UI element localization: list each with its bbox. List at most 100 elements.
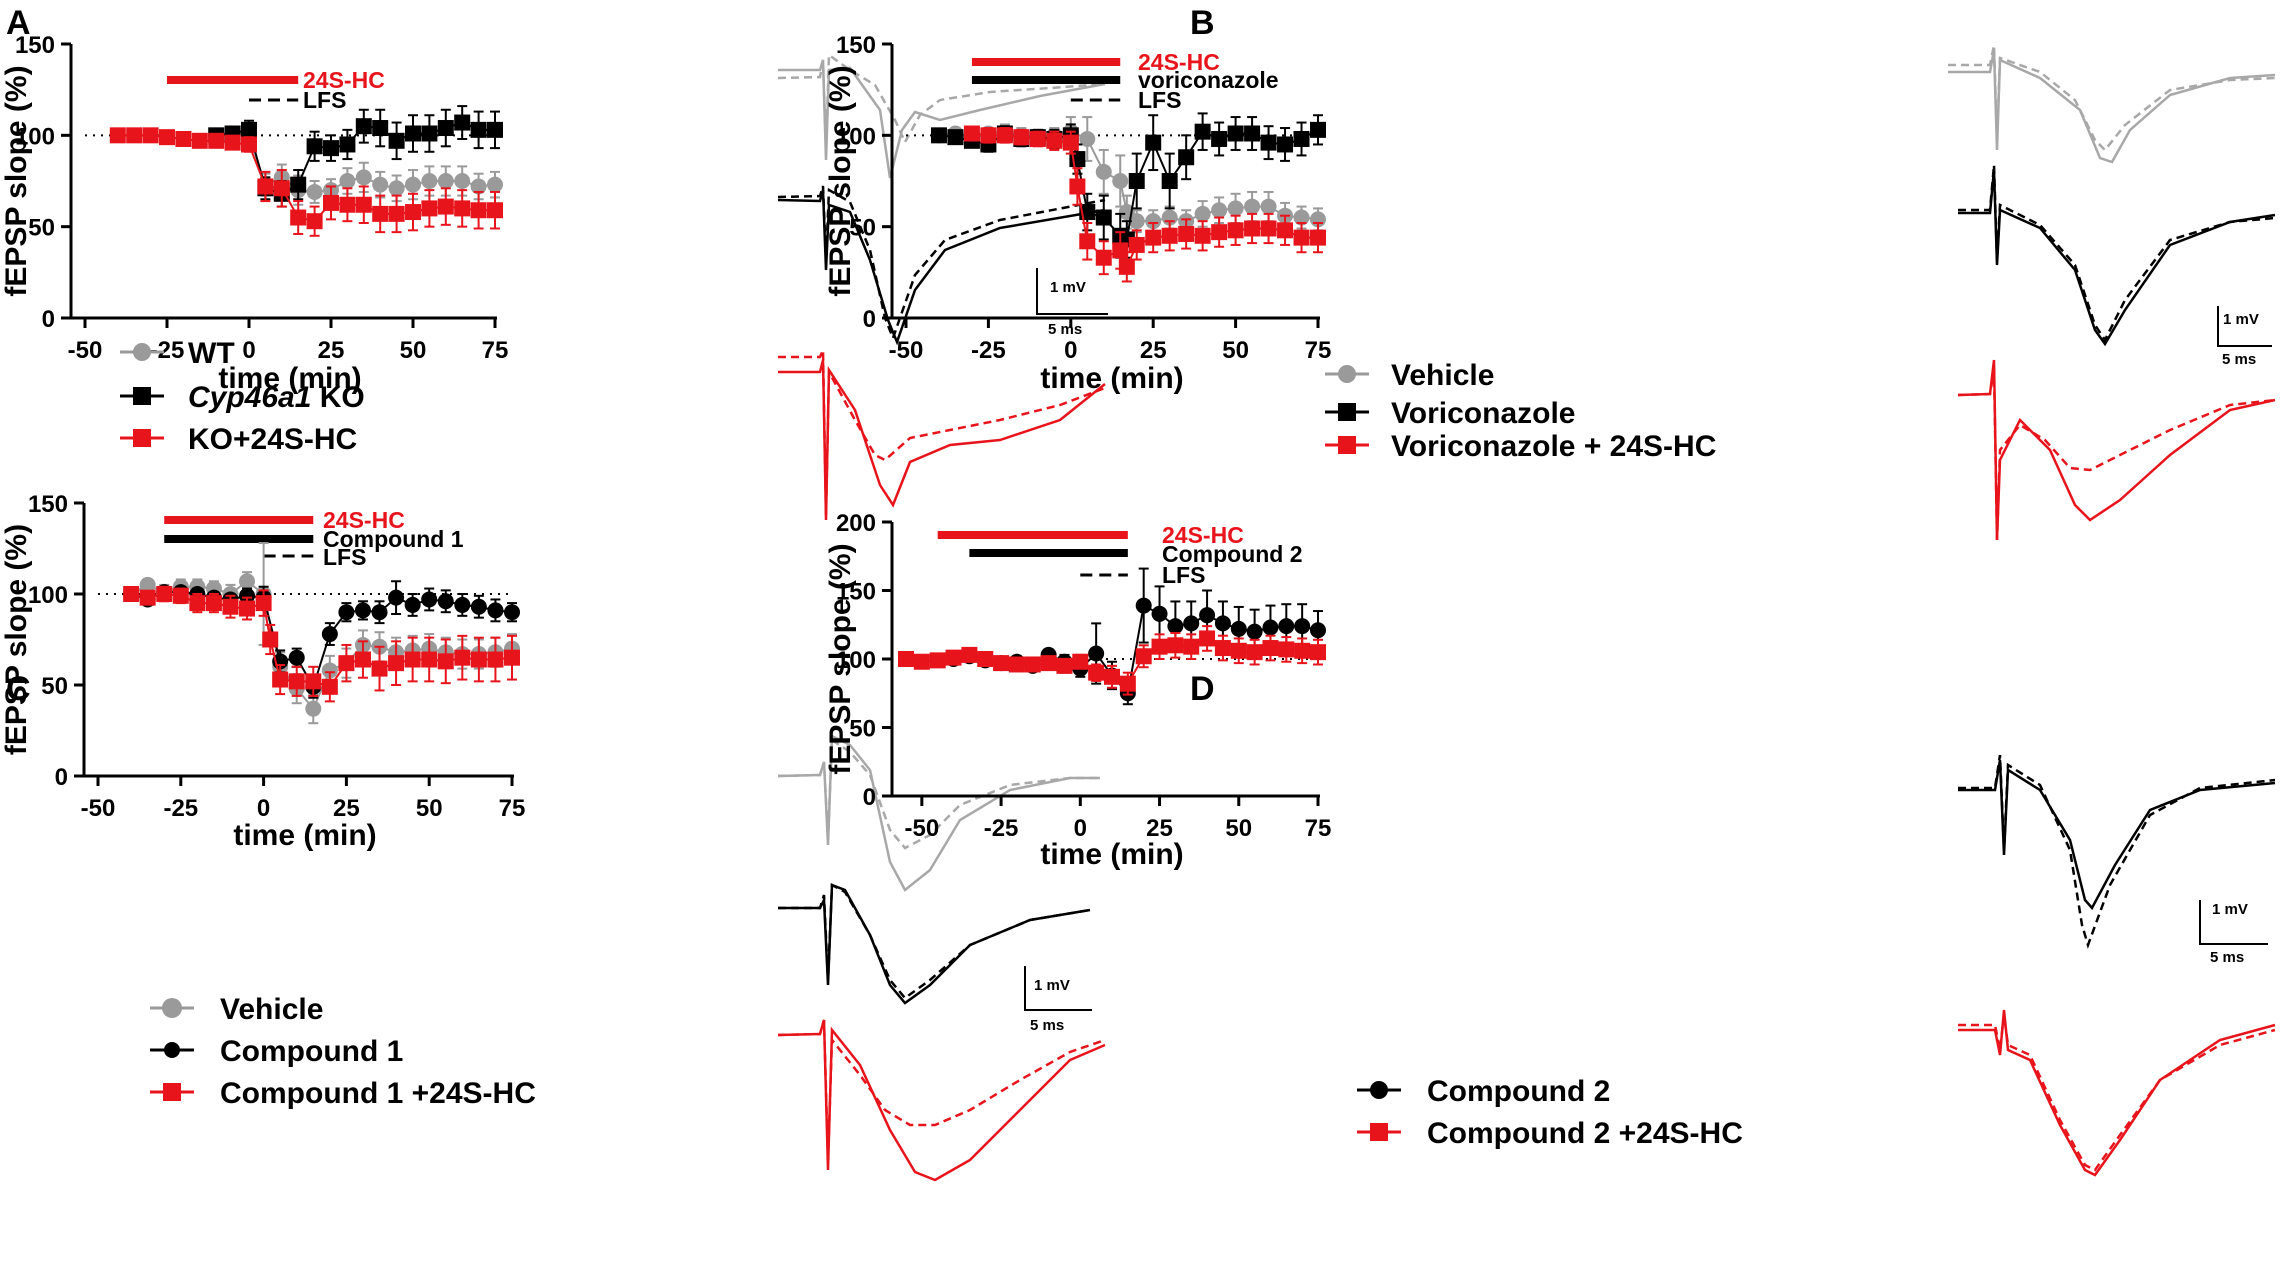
data-point — [1211, 130, 1228, 147]
data-point — [1112, 242, 1129, 259]
panel-a-scalebar: 1 mV 5 ms — [1036, 268, 1108, 338]
data-point — [372, 120, 389, 137]
data-point — [1277, 136, 1294, 153]
data-point — [205, 595, 222, 612]
data-point — [996, 127, 1013, 144]
legend-entry-ko: Cyp46a1 KO — [120, 381, 365, 414]
trace-compound-2-24s-hc-after — [1958, 1014, 2276, 1172]
data-point — [288, 673, 305, 690]
y-tick-label: 100 — [15, 123, 55, 150]
panel-b-legend: Vehicle Voriconazole Voriconazole + 24S-… — [1325, 359, 1716, 463]
data-point — [1161, 173, 1178, 189]
data-point — [354, 602, 371, 619]
legend-marker-square — [1338, 403, 1356, 421]
data-point — [273, 180, 290, 197]
data-point — [372, 176, 389, 193]
data-point — [1072, 653, 1089, 670]
data-point — [305, 700, 322, 717]
legend-entry-compound-2-24s-hc: Compound 2 +24S-HC — [1357, 1117, 1743, 1150]
panel-b-plot: 0 50 100 150 -50 -25 0 25 50 75 time (min) fEPSP sl… — [824, 32, 1331, 395]
data-point — [1079, 233, 1096, 250]
panel-d-legend: Compound 2 Compound 2 +24S-HC — [1357, 1075, 1743, 1150]
data-point — [1244, 125, 1261, 142]
data-point — [139, 589, 156, 606]
data-point — [355, 169, 372, 186]
data-point — [388, 132, 405, 149]
x-tick-label: 50 — [416, 795, 443, 822]
panel-a: A 0 50 100 150 -50 -25 0 25 50 75 time (min) fEPSP … — [0, 4, 1108, 521]
data-point — [1278, 641, 1295, 658]
x-tick-label: 0 — [242, 337, 255, 364]
data-point — [963, 125, 980, 142]
data-point — [1151, 605, 1168, 622]
x-tick-label: -50 — [905, 815, 940, 842]
panel-b-label: B — [1190, 4, 1215, 42]
data-point — [388, 180, 405, 197]
data-point — [437, 593, 454, 610]
data-point — [421, 200, 438, 217]
trace-compound-1-24s-hc-after — [777, 1019, 1106, 1161]
legend-entry-compound-1-24s-hc: Compound 1 +24S-HC — [150, 1077, 536, 1110]
data-point — [323, 194, 339, 211]
x-tick-label: 25 — [333, 795, 360, 822]
data-point — [142, 127, 159, 144]
data-point — [239, 587, 256, 604]
data-point — [404, 596, 421, 613]
data-point — [1277, 222, 1294, 239]
data-point — [487, 176, 503, 193]
data-point — [898, 651, 914, 667]
treatment-bar-label: LFS — [323, 544, 366, 570]
data-point — [1183, 615, 1200, 632]
legend-entry-wt: WT — [120, 337, 235, 370]
x-tick-label: 25 — [1140, 337, 1167, 364]
legend-marker-square — [163, 1083, 181, 1101]
x-tick-label: 75 — [482, 337, 509, 364]
x-tick-label: 25 — [318, 337, 345, 364]
data-point — [980, 127, 997, 144]
data-point — [1013, 129, 1030, 146]
legend-label: Vehicle — [220, 993, 323, 1026]
data-point — [504, 604, 520, 621]
data-point — [1145, 229, 1162, 246]
data-point — [977, 651, 994, 667]
panel-d: D 0 50 100 150 200 -50 -25 0 25 50 75 time (min) fEP… — [824, 510, 2276, 1177]
data-point — [1062, 134, 1079, 151]
data-point — [993, 655, 1010, 672]
legend-entry-compound-2: Compound 2 — [1357, 1075, 1610, 1108]
panel-d-label: D — [1190, 670, 1215, 708]
x-axis-label: time (min) — [1040, 838, 1183, 871]
y-tick-label: 200 — [836, 510, 876, 537]
y-tick-label: 50 — [41, 673, 68, 700]
data-point — [1128, 236, 1145, 253]
data-point — [191, 132, 208, 149]
y-tick-label: 150 — [15, 32, 55, 59]
data-point — [1040, 655, 1057, 672]
panel-b: B 0 50 100 150 -50 -25 0 25 50 75 time (min) fEPSP … — [824, 4, 2276, 541]
data-point — [1095, 163, 1112, 180]
data-point — [470, 121, 487, 138]
data-point — [1104, 668, 1120, 685]
data-point — [947, 129, 964, 146]
trace-voriconazole-24s-hc-after — [1957, 369, 2276, 541]
y-tick-label: 50 — [28, 215, 55, 242]
scale-voltage: 1 mV — [1034, 977, 1070, 994]
data-point — [371, 660, 388, 677]
data-point — [437, 653, 454, 670]
legend-label: Voriconazole — [1391, 397, 1575, 430]
data-point — [1262, 619, 1279, 636]
data-point — [405, 204, 421, 221]
data-point — [1246, 623, 1263, 640]
panel-d-scalebar: 1 mV 5 ms — [2199, 900, 2268, 966]
x-tick-label: -25 — [163, 795, 198, 822]
data-point — [1024, 656, 1041, 673]
panel-c-legend: Vehicle Compound 1 Compound 1 +24S-HC — [150, 993, 536, 1110]
data-point — [470, 598, 487, 615]
trace-compound-2-before — [1958, 759, 2276, 911]
treatment-bar-label: Compound 2 — [1162, 541, 1303, 567]
data-point — [470, 178, 487, 195]
legend-label: Cyp46a1 KO — [188, 381, 365, 414]
data-point — [323, 140, 339, 157]
data-point — [421, 173, 438, 189]
data-point — [189, 595, 206, 612]
